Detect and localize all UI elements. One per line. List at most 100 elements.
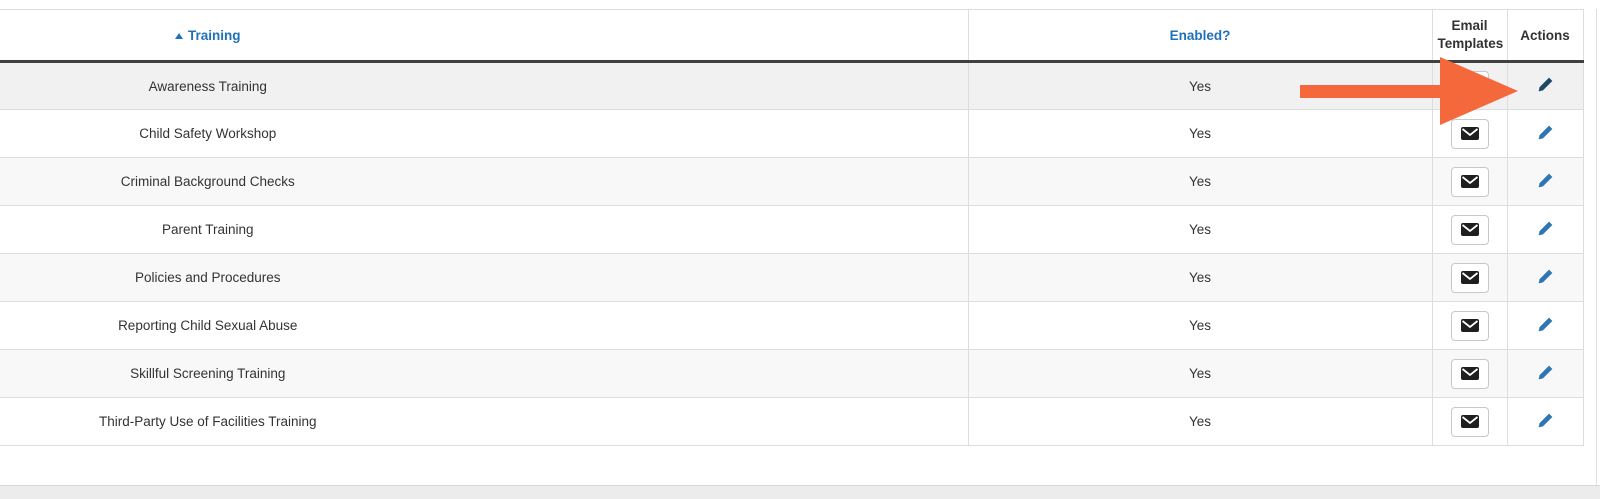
enabled-value: Yes — [1188, 270, 1212, 285]
training-cell: Parent Training — [0, 205, 968, 254]
pencil-icon — [1538, 221, 1552, 235]
email-templates-cell — [1431, 109, 1507, 158]
enabled-cell: Yes — [967, 157, 1432, 206]
enabled-value: Yes — [1188, 126, 1212, 141]
training-name: Child Safety Workshop — [139, 126, 277, 141]
header-cell-email-templates: Email Templates — [1431, 9, 1507, 63]
email-templates-button[interactable] — [1450, 118, 1489, 149]
table-row: Skillful Screening Training Yes — [0, 349, 1583, 398]
email-templates-button[interactable] — [1450, 310, 1489, 341]
actions-cell — [1506, 397, 1583, 446]
envelope-icon — [1460, 415, 1479, 428]
email-templates-button[interactable] — [1450, 358, 1489, 389]
table-row: Child Safety Workshop Yes — [0, 109, 1583, 158]
edit-button[interactable] — [1538, 269, 1553, 284]
sort-enabled-link[interactable]: Enabled? — [1170, 28, 1231, 43]
training-cell: Criminal Background Checks — [0, 157, 968, 206]
pencil-icon — [1538, 173, 1552, 187]
envelope-icon — [1460, 367, 1479, 380]
actions-cell — [1506, 253, 1583, 302]
header-cell-actions: Actions — [1506, 9, 1583, 63]
actions-cell — [1506, 301, 1583, 350]
email-templates-cell — [1431, 349, 1507, 398]
table-row: Policies and Procedures Yes — [0, 253, 1583, 302]
envelope-icon — [1460, 127, 1479, 140]
email-templates-header-label: Email Templates — [1437, 17, 1504, 51]
edit-button[interactable] — [1538, 221, 1553, 236]
pencil-icon — [1538, 269, 1552, 283]
actions-cell — [1506, 205, 1583, 254]
trainings-table: Training Enabled? Email Templates Action… — [0, 9, 1584, 446]
table-row: Reporting Child Sexual Abuse Yes — [0, 301, 1583, 350]
envelope-icon — [1460, 271, 1479, 284]
annotation-arrow-right-icon — [1300, 57, 1518, 125]
enabled-cell: Yes — [967, 397, 1432, 446]
edit-button[interactable] — [1538, 173, 1553, 188]
edit-button[interactable] — [1538, 125, 1553, 140]
header-cell-enabled: Enabled? — [967, 9, 1432, 63]
email-templates-button[interactable] — [1450, 166, 1489, 197]
pencil-icon — [1538, 125, 1552, 139]
footer-strip — [0, 485, 1600, 499]
table-row: Parent Training Yes — [0, 205, 1583, 254]
enabled-header-label: Enabled? — [1169, 27, 1231, 43]
training-name: Policies and Procedures — [134, 270, 281, 285]
table-body: Awareness Training Yes Child Safety Work… — [0, 61, 1583, 446]
pencil-icon — [1538, 365, 1552, 379]
enabled-cell: Yes — [967, 301, 1432, 350]
header-cell-training: Training — [0, 9, 968, 63]
container-right-border — [1596, 9, 1597, 485]
enabled-cell: Yes — [967, 349, 1432, 398]
edit-button[interactable] — [1538, 365, 1553, 380]
enabled-cell: Yes — [967, 253, 1432, 302]
envelope-icon — [1460, 175, 1479, 188]
pencil-icon — [1538, 77, 1552, 92]
training-header-label: Training — [187, 27, 241, 43]
envelope-icon — [1460, 319, 1479, 332]
table-row: Criminal Background Checks Yes — [0, 157, 1583, 206]
enabled-value: Yes — [1188, 366, 1212, 381]
table-header: Training Enabled? Email Templates Action… — [0, 9, 1583, 63]
sort-ascending-icon — [174, 32, 183, 39]
training-cell: Reporting Child Sexual Abuse — [0, 301, 968, 350]
header-row: Training Enabled? Email Templates Action… — [0, 9, 1583, 63]
training-cell: Child Safety Workshop — [0, 109, 968, 158]
enabled-value: Yes — [1188, 318, 1212, 333]
sort-training-link[interactable]: Training — [174, 27, 241, 43]
email-templates-cell — [1431, 205, 1507, 254]
edit-button[interactable] — [1538, 413, 1553, 428]
actions-cell — [1506, 61, 1583, 110]
training-cell: Awareness Training — [0, 61, 968, 110]
email-templates-button[interactable] — [1450, 406, 1489, 437]
email-templates-cell — [1431, 301, 1507, 350]
enabled-value: Yes — [1188, 414, 1212, 429]
email-templates-cell — [1431, 397, 1507, 446]
pencil-icon — [1538, 317, 1552, 331]
enabled-value: Yes — [1188, 78, 1212, 94]
actions-cell — [1506, 157, 1583, 206]
enabled-value: Yes — [1188, 174, 1212, 189]
email-templates-cell — [1431, 157, 1507, 206]
training-name: Skillful Screening Training — [130, 366, 286, 381]
training-cell: Policies and Procedures — [0, 253, 968, 302]
email-templates-button[interactable] — [1450, 214, 1489, 245]
pencil-icon — [1538, 413, 1552, 427]
training-name: Third-Party Use of Facilities Training — [98, 414, 317, 429]
training-name: Parent Training — [161, 222, 254, 237]
email-templates-button[interactable] — [1450, 262, 1489, 293]
email-templates-cell — [1431, 253, 1507, 302]
training-cell: Third-Party Use of Facilities Training — [0, 397, 968, 446]
table-row: Third-Party Use of Facilities Training Y… — [0, 397, 1583, 446]
training-name: Awareness Training — [148, 78, 267, 94]
training-cell: Skillful Screening Training — [0, 349, 968, 398]
edit-button[interactable] — [1538, 317, 1553, 332]
actions-cell — [1506, 349, 1583, 398]
edit-button[interactable] — [1538, 77, 1553, 92]
actions-cell — [1506, 109, 1583, 158]
training-name: Criminal Background Checks — [120, 174, 295, 189]
enabled-cell: Yes — [967, 109, 1432, 158]
enabled-cell: Yes — [967, 205, 1432, 254]
actions-header-label: Actions — [1520, 27, 1570, 43]
envelope-icon — [1460, 223, 1479, 236]
